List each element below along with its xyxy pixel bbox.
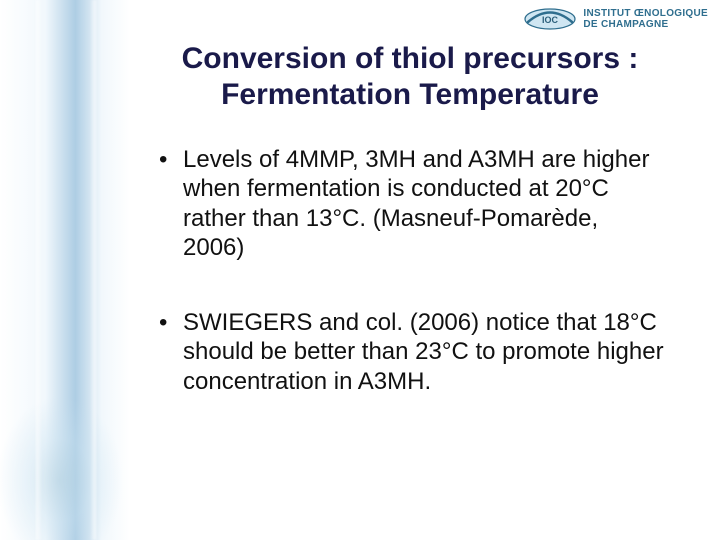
slide: IOC INSTITUT ŒNOLOGIQUE DE CHAMPAGNE Con… <box>0 0 720 540</box>
logo-text: INSTITUT ŒNOLOGIQUE DE CHAMPAGNE <box>583 8 708 30</box>
list-item: SWIEGERS and col. (2006) notice that 18°… <box>155 308 665 396</box>
bullet-text: Levels of 4MMP, 3MH and A3MH are higher … <box>183 146 649 261</box>
logo-line2: DE CHAMPAGNE <box>583 19 708 30</box>
page-title: Conversion of thiol precursors : Ferment… <box>130 42 690 112</box>
bullet-text: SWIEGERS and col. (2006) notice that 18°… <box>183 309 664 395</box>
decorative-leftbar <box>0 0 130 540</box>
list-item: Levels of 4MMP, 3MH and A3MH are higher … <box>155 145 665 262</box>
logo-mark-icon: IOC <box>523 6 577 32</box>
body-content: Levels of 4MMP, 3MH and A3MH are higher … <box>155 145 665 442</box>
brand-logo: IOC INSTITUT ŒNOLOGIQUE DE CHAMPAGNE <box>523 6 708 32</box>
title-line-1: Conversion of thiol precursors : <box>130 42 690 76</box>
logo-badge-text: IOC <box>542 15 559 25</box>
logo-line1: INSTITUT ŒNOLOGIQUE <box>583 8 708 19</box>
title-line-2: Fermentation Temperature <box>130 78 690 112</box>
